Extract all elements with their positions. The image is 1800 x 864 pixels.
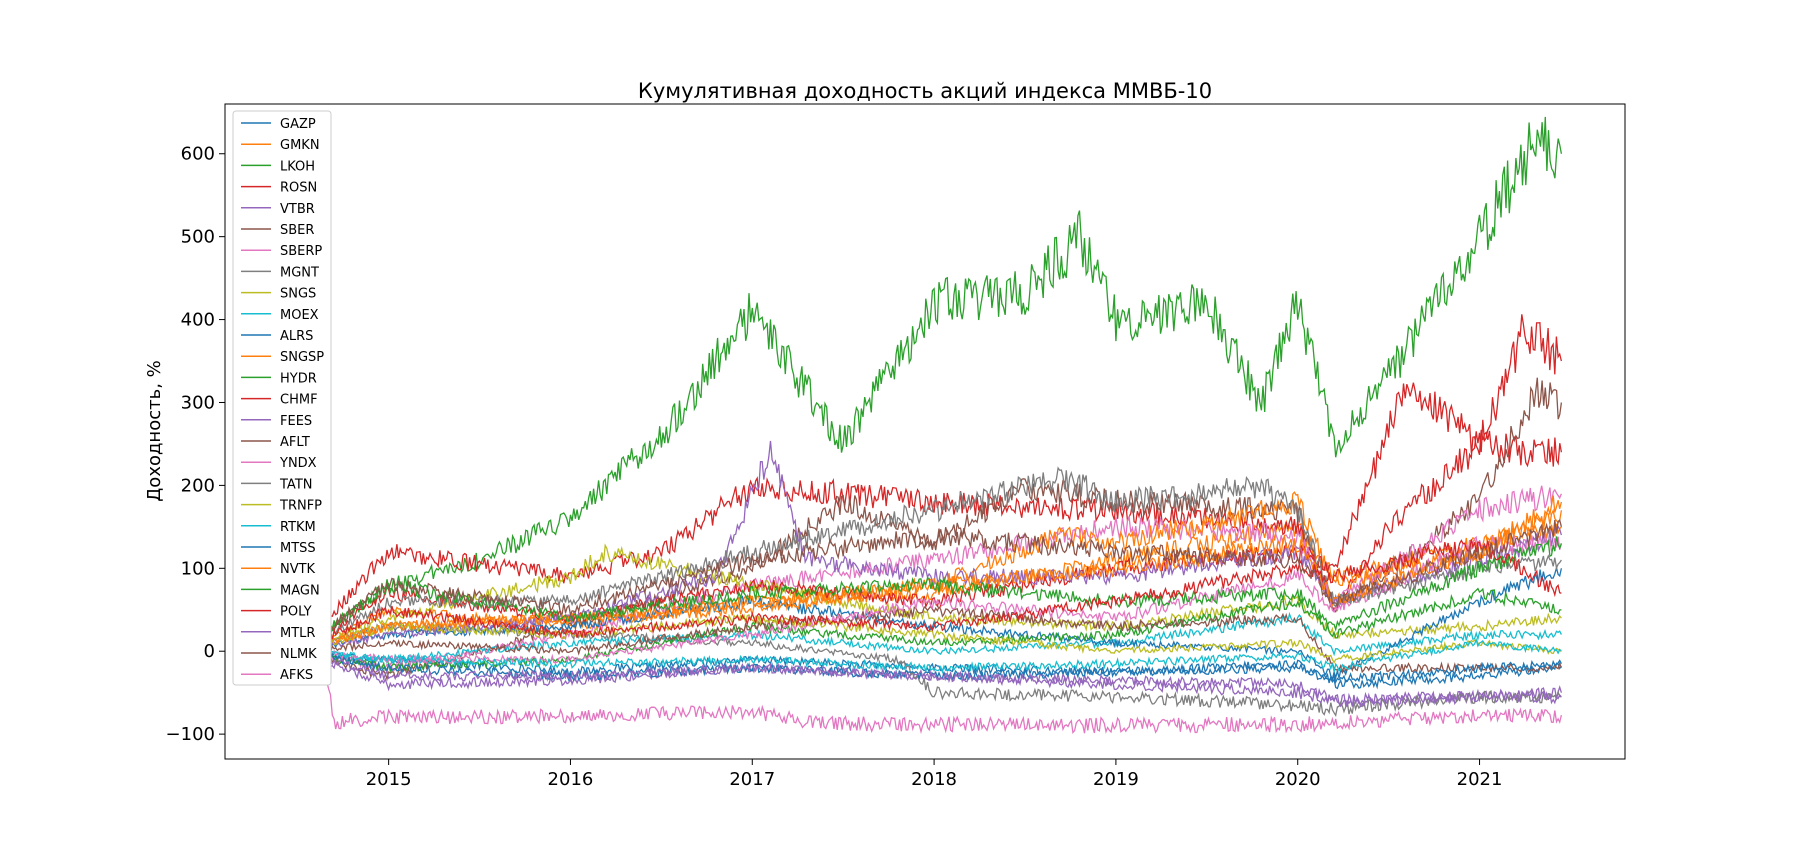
legend-label-chmf: CHMF [280, 393, 318, 408]
x-axis: 2015 2016 2017 2018 2019 2020 2021 [366, 759, 1503, 790]
legend-label-aflt: AFLT [280, 435, 310, 450]
plot-frame [224, 103, 1626, 760]
series-line-mtlr [297, 648, 1562, 708]
legend-label-poly: POLY [280, 605, 312, 620]
y-tick-label: 200 [181, 475, 215, 496]
legend-label-mtlr: MTLR [280, 626, 315, 641]
legend-label-lkoh: LKOH [280, 159, 315, 174]
series-line-trnfp [297, 613, 1562, 664]
legend-label-yndx: YNDX [279, 456, 317, 471]
y-tick-label: 400 [181, 310, 215, 331]
legend-label-moex: MOEX [280, 308, 319, 323]
series-line-sberp [297, 485, 1563, 672]
y-axis: −100 0 100 200 300 400 500 600 [166, 144, 225, 745]
x-tick-label: 2015 [366, 769, 412, 790]
series-line-moex [297, 611, 1562, 665]
x-tick-label: 2021 [1457, 769, 1503, 790]
y-tick-label: 100 [181, 558, 215, 579]
legend-label-rosn: ROSN [280, 181, 317, 196]
legend-label-tatn: TATN [279, 477, 312, 492]
series-line-afks [297, 650, 1563, 735]
series-line-lkoh [297, 116, 1563, 653]
y-tick-label: 0 [204, 641, 215, 662]
legend-label-afks: AFKS [280, 668, 313, 683]
y-tick-label: 500 [181, 227, 215, 248]
series-line-magn [297, 536, 1563, 656]
legend-label-nlmk: NLMK [280, 647, 317, 662]
series-line-sngs [297, 543, 1562, 655]
legend-label-sberp: SBERP [280, 244, 322, 259]
y-axis-title: Доходность, % [144, 360, 165, 502]
x-tick-label: 2017 [729, 769, 775, 790]
legend-label-gmkn: GMKN [280, 138, 320, 153]
x-tick-label: 2020 [1275, 769, 1321, 790]
legend: GAZP GMKN LKOH ROSN VTBR SBER SBERP MGNT SNGS MOE… [232, 110, 332, 686]
series-line-poly [297, 539, 1562, 653]
legend-label-nvtk: NVTK [280, 562, 316, 577]
legend-label-mtss: MTSS [280, 541, 316, 556]
series-line-rtkm [297, 637, 1562, 675]
legend-label-rtkm: RTKM [280, 520, 316, 535]
series-line-tatn [297, 466, 1562, 653]
y-tick-label: −100 [166, 724, 215, 745]
y-tick-label: 300 [181, 392, 215, 413]
legend-label-alrs: ALRS [280, 329, 313, 344]
x-tick-label: 2018 [911, 769, 957, 790]
legend-label-sngs: SNGS [280, 287, 316, 302]
legend-label-sber: SBER [280, 223, 314, 238]
legend-label-mgnt: MGNT [280, 265, 319, 280]
legend-box [232, 110, 332, 686]
x-tick-label: 2019 [1093, 769, 1139, 790]
legend-label-vtbr: VTBR [280, 202, 315, 217]
legend-label-sngsp: SNGSP [280, 350, 324, 365]
series-line-nlmk [297, 519, 1563, 650]
series-lines [297, 116, 1563, 735]
x-tick-label: 2016 [548, 769, 594, 790]
legend-label-hydr: HYDR [280, 371, 317, 386]
legend-label-magn: MAGN [280, 583, 320, 598]
series-line-aflt [297, 604, 1563, 675]
legend-label-trnfp: TRNFP [279, 499, 322, 514]
y-tick-label: 600 [181, 144, 215, 165]
chart-title: Кумулятивная доходность акций индекса ММ… [638, 79, 1212, 103]
legend-label-gazp: GAZP [280, 117, 316, 132]
legend-label-fees: FEES [280, 414, 312, 429]
